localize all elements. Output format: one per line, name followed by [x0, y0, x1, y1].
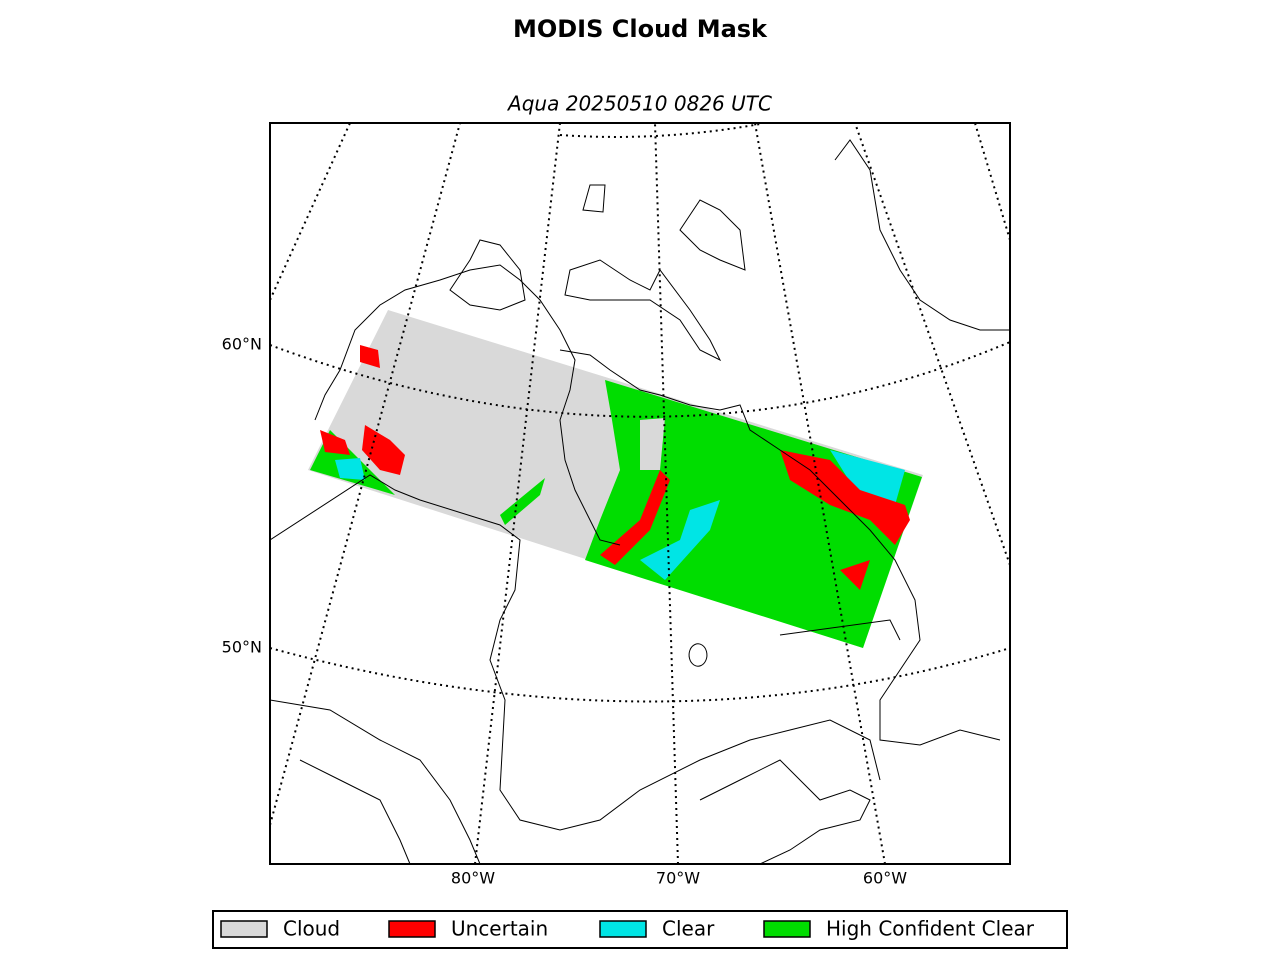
coastline	[779, 619, 901, 641]
coastline	[564, 259, 722, 362]
coastline	[699, 759, 871, 864]
legend-label: Uncertain	[451, 917, 548, 941]
meridian	[270, 123, 461, 826]
coastline	[834, 139, 1010, 331]
meridian	[270, 123, 351, 301]
swath-uncertain	[320, 430, 350, 455]
swath-cloud	[640, 418, 665, 470]
lon-label: 70°W	[656, 869, 700, 888]
legend-swatch	[388, 920, 436, 938]
swath-clear-high	[500, 478, 545, 525]
swath-clear	[335, 458, 365, 480]
subtitle: Aqua 20250510 0826 UTC	[506, 92, 772, 116]
coastline	[582, 184, 606, 213]
coastline	[688, 643, 708, 667]
legend-label: Cloud	[283, 917, 340, 941]
legend-swatch	[220, 920, 268, 938]
meridian	[974, 123, 1010, 241]
swath-uncertain	[362, 425, 405, 475]
legend-items: Cloud Uncertain Clear High Confident Clear	[220, 917, 1035, 941]
swath-uncertain	[780, 450, 910, 545]
lat-label: 50°N	[222, 638, 262, 657]
coastline	[270, 699, 481, 864]
swath-uncertain	[840, 560, 870, 590]
lat-label: 60°N	[222, 335, 262, 354]
swath-clear	[640, 500, 720, 580]
meridian	[474, 123, 561, 864]
lon-label: 60°W	[863, 869, 907, 888]
lon-label: 80°W	[451, 869, 495, 888]
parallel	[270, 647, 1010, 703]
coastline	[449, 239, 526, 311]
coastline	[679, 199, 746, 271]
legend-swatch	[763, 920, 811, 938]
meridian	[854, 123, 1010, 566]
legend-swatch	[599, 920, 647, 938]
swath-uncertain	[360, 345, 380, 368]
title: MODIS Cloud Mask	[513, 15, 768, 43]
swath-uncertain	[600, 470, 670, 565]
coastline	[270, 474, 881, 831]
legend-label: Clear	[662, 917, 715, 941]
legend-label: High Confident Clear	[826, 917, 1035, 941]
coastline	[314, 264, 621, 546]
parallel	[559, 123, 761, 138]
swath-clear	[830, 450, 905, 505]
coastline	[559, 349, 1001, 746]
map-area	[270, 123, 1010, 864]
map-frame	[269, 122, 1011, 865]
coastline	[299, 759, 411, 864]
